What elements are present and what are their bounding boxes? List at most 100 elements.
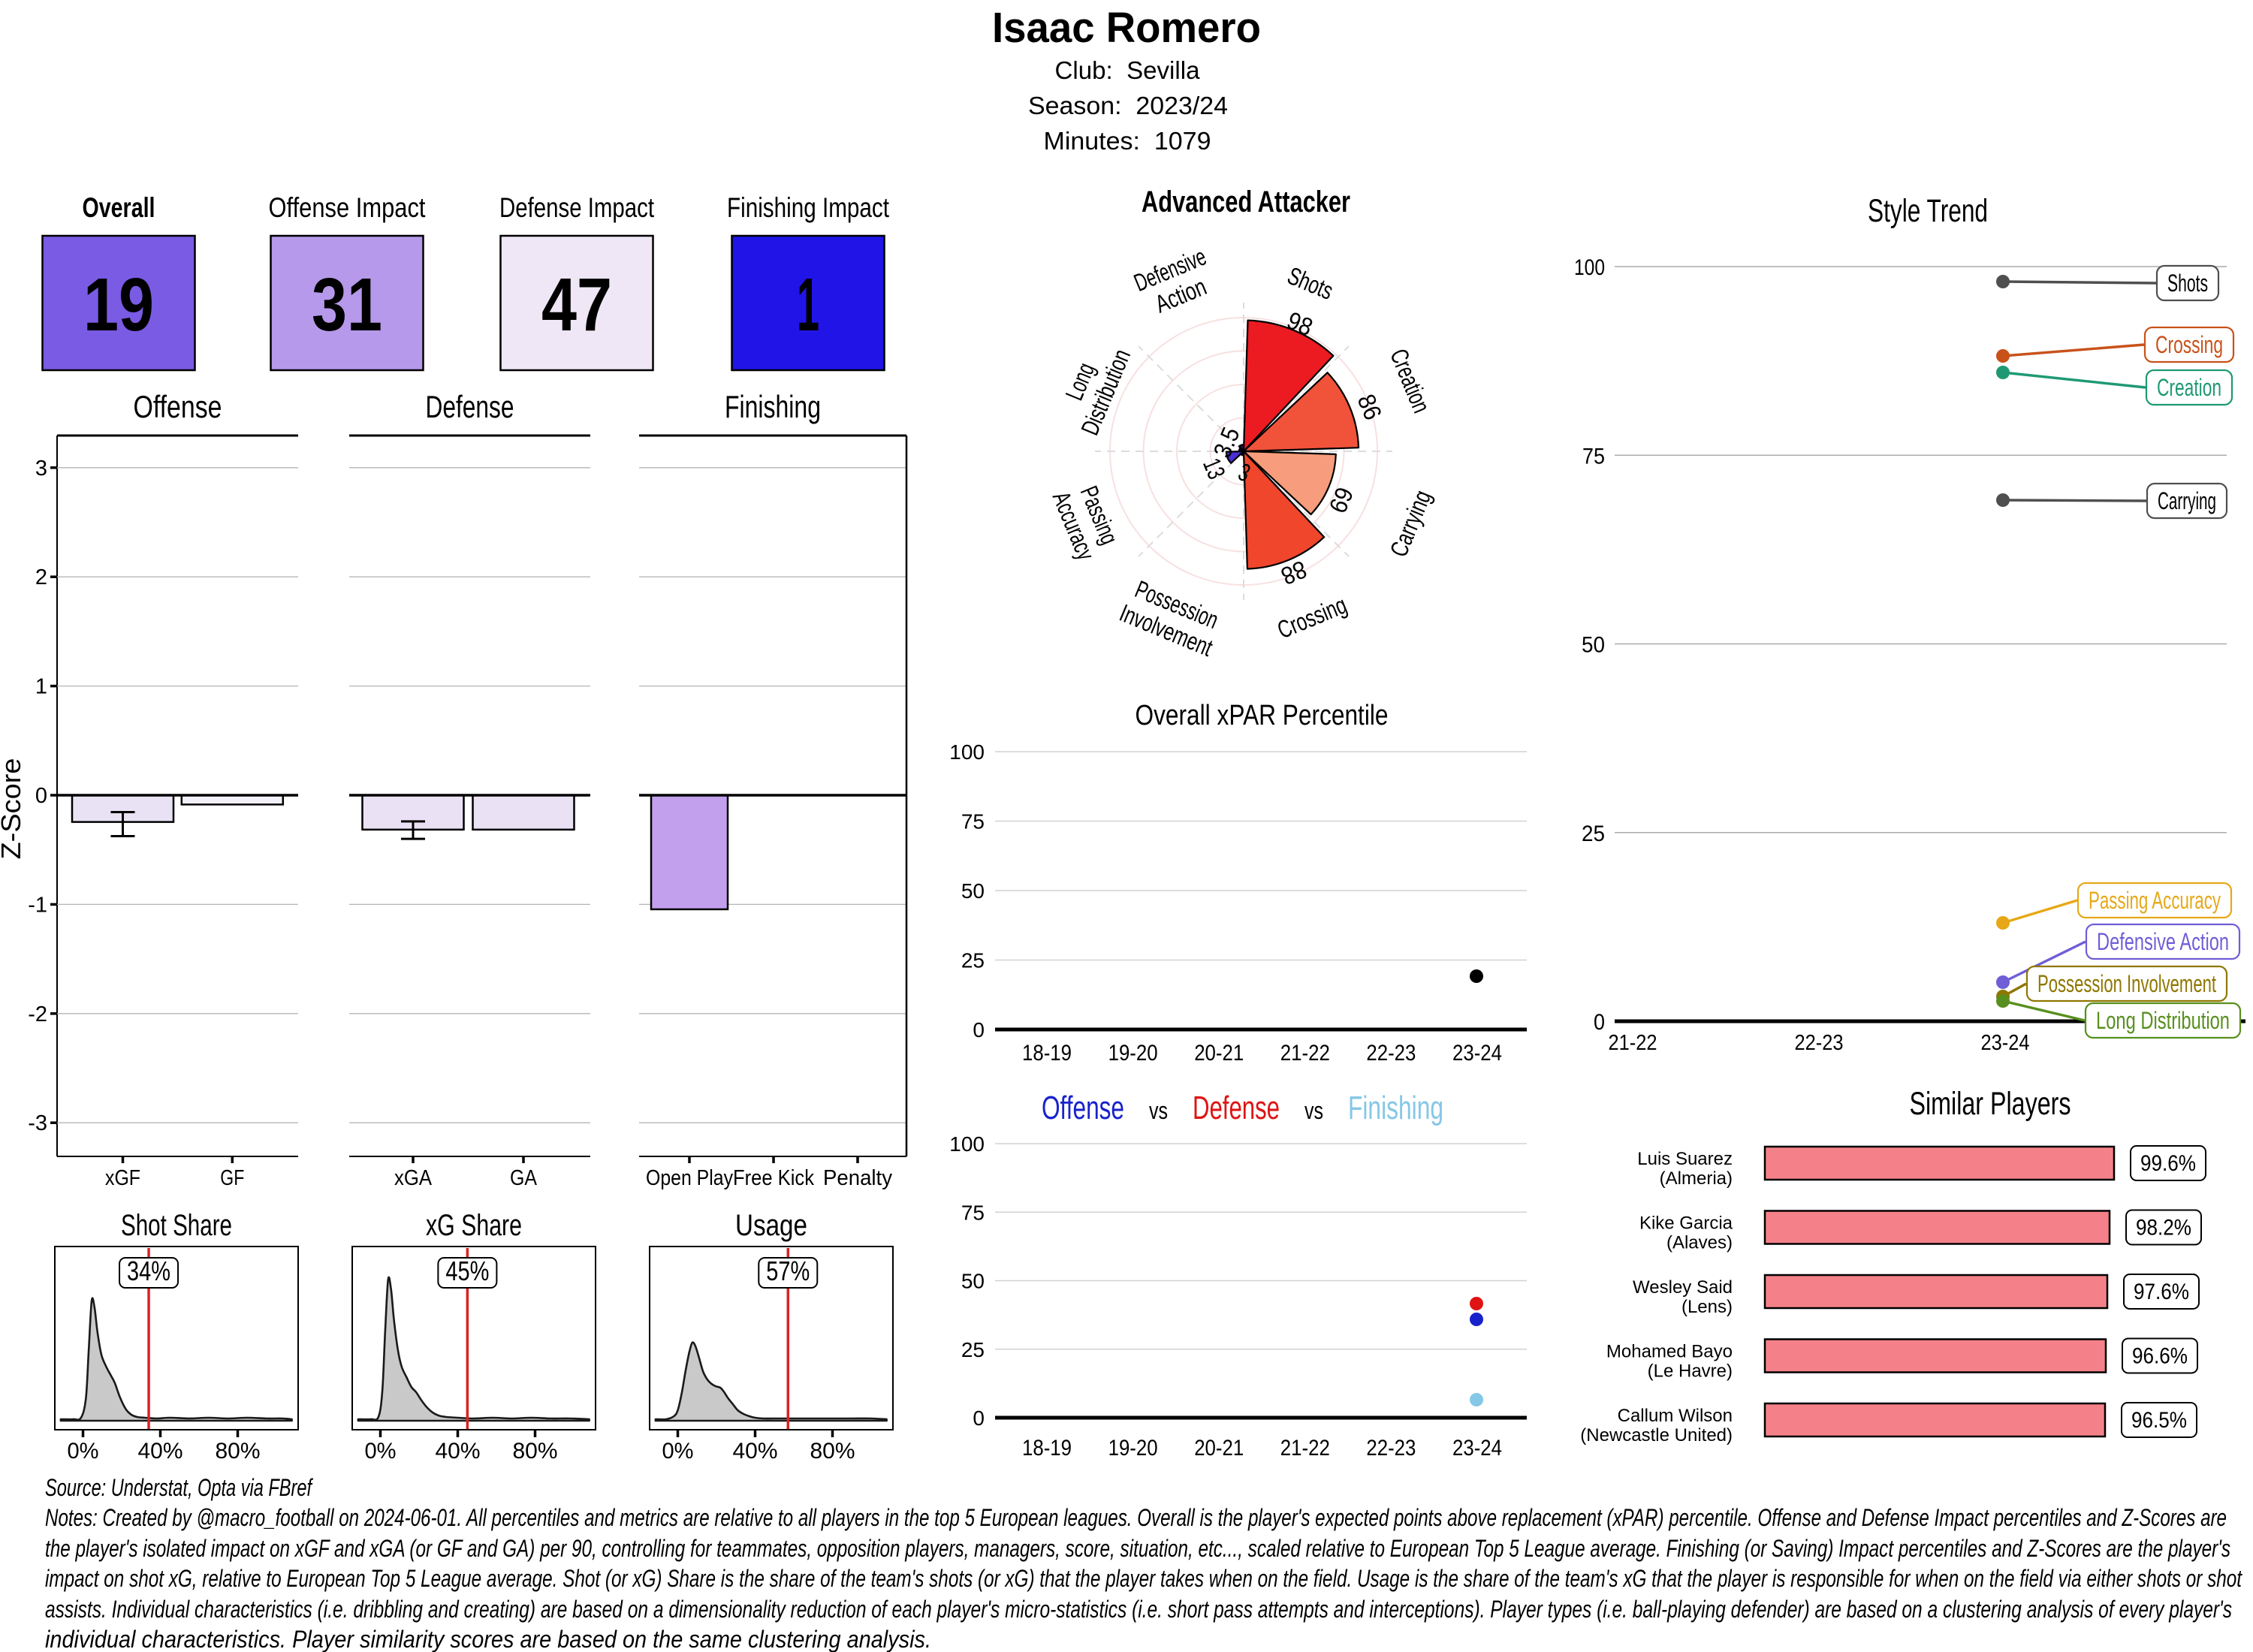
svg-text:1: 1 <box>797 263 819 347</box>
svg-text:Passing Accuracy: Passing Accuracy <box>2089 887 2221 914</box>
svg-text:0: 0 <box>973 1406 985 1430</box>
svg-text:xGA: xGA <box>394 1166 433 1190</box>
svg-text:-2: -2 <box>28 1002 47 1026</box>
svg-text:21-22: 21-22 <box>1280 1041 1330 1066</box>
svg-text:Kike Garcia: Kike Garcia <box>1639 1213 1733 1234</box>
svg-text:Offense Impact: Offense Impact <box>269 192 427 223</box>
svg-text:Source: Understat, Opta via FB: Source: Understat, Opta via FBref <box>45 1474 313 1501</box>
svg-text:(Newcastle United): (Newcastle United) <box>1580 1425 1733 1446</box>
svg-text:Similar Players: Similar Players <box>1910 1086 2071 1122</box>
svg-text:40%: 40% <box>436 1439 481 1464</box>
svg-text:Defensive Action: Defensive Action <box>2097 928 2229 955</box>
svg-text:3: 3 <box>35 457 47 481</box>
svg-text:50: 50 <box>1582 633 1605 658</box>
svg-text:80%: 80% <box>216 1439 261 1464</box>
svg-text:-1: -1 <box>28 893 47 917</box>
svg-text:vs: vs <box>1304 1097 1323 1124</box>
svg-text:0: 0 <box>35 784 47 808</box>
svg-text:(Lens): (Lens) <box>1681 1297 1733 1317</box>
svg-text:20-21: 20-21 <box>1194 1041 1244 1066</box>
svg-text:0%: 0% <box>662 1439 694 1464</box>
svg-text:-3: -3 <box>28 1111 47 1135</box>
svg-text:57%: 57% <box>766 1256 810 1286</box>
svg-text:18-19: 18-19 <box>1022 1436 1072 1461</box>
svg-text:Overall xPAR Percentile: Overall xPAR Percentile <box>1136 700 1389 731</box>
svg-text:0%: 0% <box>68 1439 99 1464</box>
svg-text:Luis Suarez: Luis Suarez <box>1637 1149 1733 1169</box>
svg-text:(Alaves): (Alaves) <box>1666 1233 1733 1253</box>
svg-text:25: 25 <box>961 949 985 972</box>
svg-text:Defense Impact: Defense Impact <box>499 192 655 223</box>
svg-text:Offense: Offense <box>134 389 222 424</box>
svg-text:75: 75 <box>1582 444 1605 469</box>
svg-text:Style Trend: Style Trend <box>1868 193 1988 229</box>
svg-text:assists. Individual characteri: assists. Individual characteristics (i.e… <box>45 1596 2232 1623</box>
svg-text:40%: 40% <box>138 1439 183 1464</box>
svg-text:25: 25 <box>1582 821 1605 846</box>
svg-text:18-19: 18-19 <box>1022 1041 1072 1066</box>
svg-text:Advanced Attacker: Advanced Attacker <box>1142 185 1350 219</box>
svg-text:Offense: Offense <box>1042 1090 1124 1126</box>
svg-text:impact on shot xG, relative to: impact on shot xG, relative to European … <box>45 1565 2242 1592</box>
svg-text:Isaac Romero: Isaac Romero <box>992 4 1261 52</box>
svg-text:Season: 2023/24: Season: 2023/24 <box>1028 92 1228 119</box>
svg-text:Overall: Overall <box>83 192 155 223</box>
svg-text:Finishing Impact: Finishing Impact <box>727 192 890 223</box>
svg-text:45%: 45% <box>445 1256 489 1286</box>
svg-text:Finishing: Finishing <box>1348 1090 1443 1126</box>
svg-text:the player's isolated impact o: the player's isolated impact on xGF and … <box>45 1535 2230 1562</box>
svg-text:19-20: 19-20 <box>1108 1436 1158 1461</box>
svg-text:22-23: 22-23 <box>1366 1041 1416 1066</box>
svg-text:Shots: Shots <box>2167 270 2208 297</box>
svg-text:individual characteristics. Pl: individual characteristics. Player simil… <box>45 1626 931 1652</box>
svg-text:Callum Wilson: Callum Wilson <box>1618 1406 1733 1426</box>
svg-text:1: 1 <box>35 675 47 699</box>
svg-text:23-24: 23-24 <box>1981 1031 2030 1055</box>
svg-text:Long Distribution: Long Distribution <box>2096 1007 2230 1034</box>
svg-text:23-24: 23-24 <box>1452 1436 1502 1461</box>
svg-text:34%: 34% <box>127 1256 170 1286</box>
svg-text:Defense: Defense <box>1193 1090 1280 1126</box>
svg-text:Shot Share: Shot Share <box>121 1209 232 1242</box>
svg-text:Usage: Usage <box>735 1209 807 1242</box>
svg-text:Defense: Defense <box>426 389 514 424</box>
svg-text:100: 100 <box>949 1132 985 1156</box>
svg-text:GF: GF <box>220 1166 244 1190</box>
svg-text:Mohamed Bayo: Mohamed Bayo <box>1606 1342 1733 1362</box>
svg-text:50: 50 <box>961 1270 985 1293</box>
svg-text:(Almeria): (Almeria) <box>1660 1168 1733 1189</box>
svg-text:99.6%: 99.6% <box>2140 1151 2196 1176</box>
svg-text:0%: 0% <box>365 1439 397 1464</box>
svg-text:xGF: xGF <box>105 1166 140 1190</box>
svg-text:21-22: 21-22 <box>1280 1436 1330 1461</box>
svg-text:0: 0 <box>973 1018 985 1042</box>
svg-text:75: 75 <box>961 1201 985 1224</box>
svg-text:Minutes: 1079: Minutes: 1079 <box>1044 127 1211 155</box>
svg-text:Club: Sevilla: Club: Sevilla <box>1055 56 1201 84</box>
svg-text:0: 0 <box>1594 1010 1605 1035</box>
svg-text:22-23: 22-23 <box>1795 1031 1844 1055</box>
svg-text:40%: 40% <box>733 1439 778 1464</box>
svg-text:100: 100 <box>949 740 985 764</box>
svg-text:23-24: 23-24 <box>1452 1041 1502 1066</box>
svg-text:Open Play: Open Play <box>646 1166 733 1190</box>
svg-text:2: 2 <box>35 565 47 589</box>
svg-text:50: 50 <box>961 879 985 903</box>
svg-text:Crossing: Crossing <box>2155 331 2223 358</box>
svg-text:21-22: 21-22 <box>1609 1031 1657 1055</box>
svg-text:80%: 80% <box>513 1439 558 1464</box>
svg-text:Penalty: Penalty <box>823 1166 892 1190</box>
svg-text:Possession Involvement: Possession Involvement <box>2037 970 2216 997</box>
svg-text:20-21: 20-21 <box>1194 1436 1244 1461</box>
svg-text:97.6%: 97.6% <box>2134 1280 2189 1304</box>
svg-text:Carrying: Carrying <box>2158 487 2216 514</box>
svg-text:GA: GA <box>510 1166 538 1190</box>
svg-text:Creation: Creation <box>2157 374 2221 401</box>
svg-text:96.6%: 96.6% <box>2132 1344 2188 1369</box>
svg-text:19: 19 <box>83 263 154 347</box>
svg-text:22-23: 22-23 <box>1366 1436 1416 1461</box>
svg-text:98.2%: 98.2% <box>2136 1216 2191 1241</box>
svg-text:Finishing: Finishing <box>725 389 821 424</box>
svg-text:19-20: 19-20 <box>1108 1041 1158 1066</box>
svg-text:47: 47 <box>541 263 612 347</box>
